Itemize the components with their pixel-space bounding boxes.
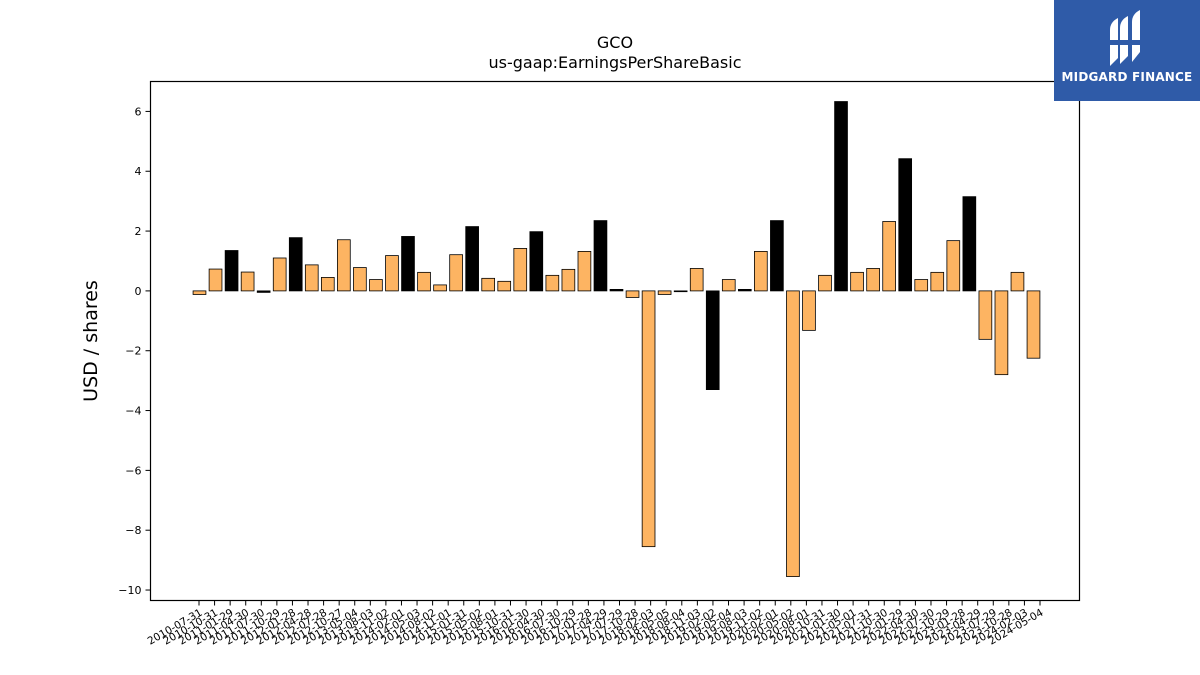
bar [240,271,255,292]
y-tick-label: 4 [135,165,142,178]
bar [369,279,383,292]
y-tick-label: 2 [135,225,142,238]
y-tick-label: −4 [125,405,141,418]
bar [721,279,736,292]
chart-title: GCO [597,33,633,52]
bar [850,271,864,292]
x-axis-ticks: 2010-07-312010-10-312011-01-292011-04-30… [146,600,1046,648]
bar [417,271,431,292]
bar [641,290,656,548]
bar [866,268,880,292]
logo-text: MIDGARD FINANCE [1061,70,1193,84]
y-tick-label: 6 [135,105,142,118]
y-tick-label: −2 [125,345,141,358]
bar [657,290,672,295]
bar [802,290,816,331]
midgard-logo-icon [1106,10,1146,66]
bar [288,237,303,292]
bar [401,236,415,292]
bar [737,288,752,292]
bar [433,284,447,292]
bar [513,248,528,292]
bar [304,264,319,292]
bar [834,101,848,292]
bar [754,251,768,292]
bar [337,239,351,292]
bar [449,254,463,292]
bar [208,268,223,292]
plot-frame [149,80,1081,602]
bar [545,274,560,292]
bar [978,290,993,340]
y-tick-label: −10 [118,584,141,597]
bar [625,290,640,298]
bar [1026,290,1041,359]
midgard-finance-logo: MIDGARD FINANCE [1054,0,1200,101]
bar [320,277,335,292]
bar [272,257,287,292]
bar [914,279,929,292]
y-axis-label: USD / shares [80,280,102,402]
bar [465,226,479,292]
bar [593,220,608,292]
bar [481,277,496,292]
bar [689,268,704,292]
bar [818,274,832,292]
bar [529,231,544,292]
bar [770,220,784,292]
y-tick-label: 0 [135,285,142,298]
bar [256,290,271,293]
bar [946,240,961,292]
bar [898,158,913,292]
y-axis-ticks: 6 4 2 0 −2 −4 −6 −8 −10 [118,105,151,597]
bar [224,250,239,292]
bars-group [192,101,1041,577]
bar [385,255,399,292]
bar [497,280,512,292]
bar [994,290,1009,376]
bar [609,288,624,292]
bar [192,290,207,295]
bar [1010,271,1025,292]
chart-subtitle: us-gaap:EarningsPerShareBasic [488,53,741,72]
bar [705,290,720,391]
bar [882,221,896,292]
bar [561,268,576,292]
bar [962,196,977,292]
bar [577,251,592,292]
y-tick-label: −8 [125,524,141,537]
bar [786,290,800,577]
bar [353,267,367,292]
bar [673,290,688,293]
bar [930,271,945,292]
y-tick-label: −6 [125,464,141,477]
